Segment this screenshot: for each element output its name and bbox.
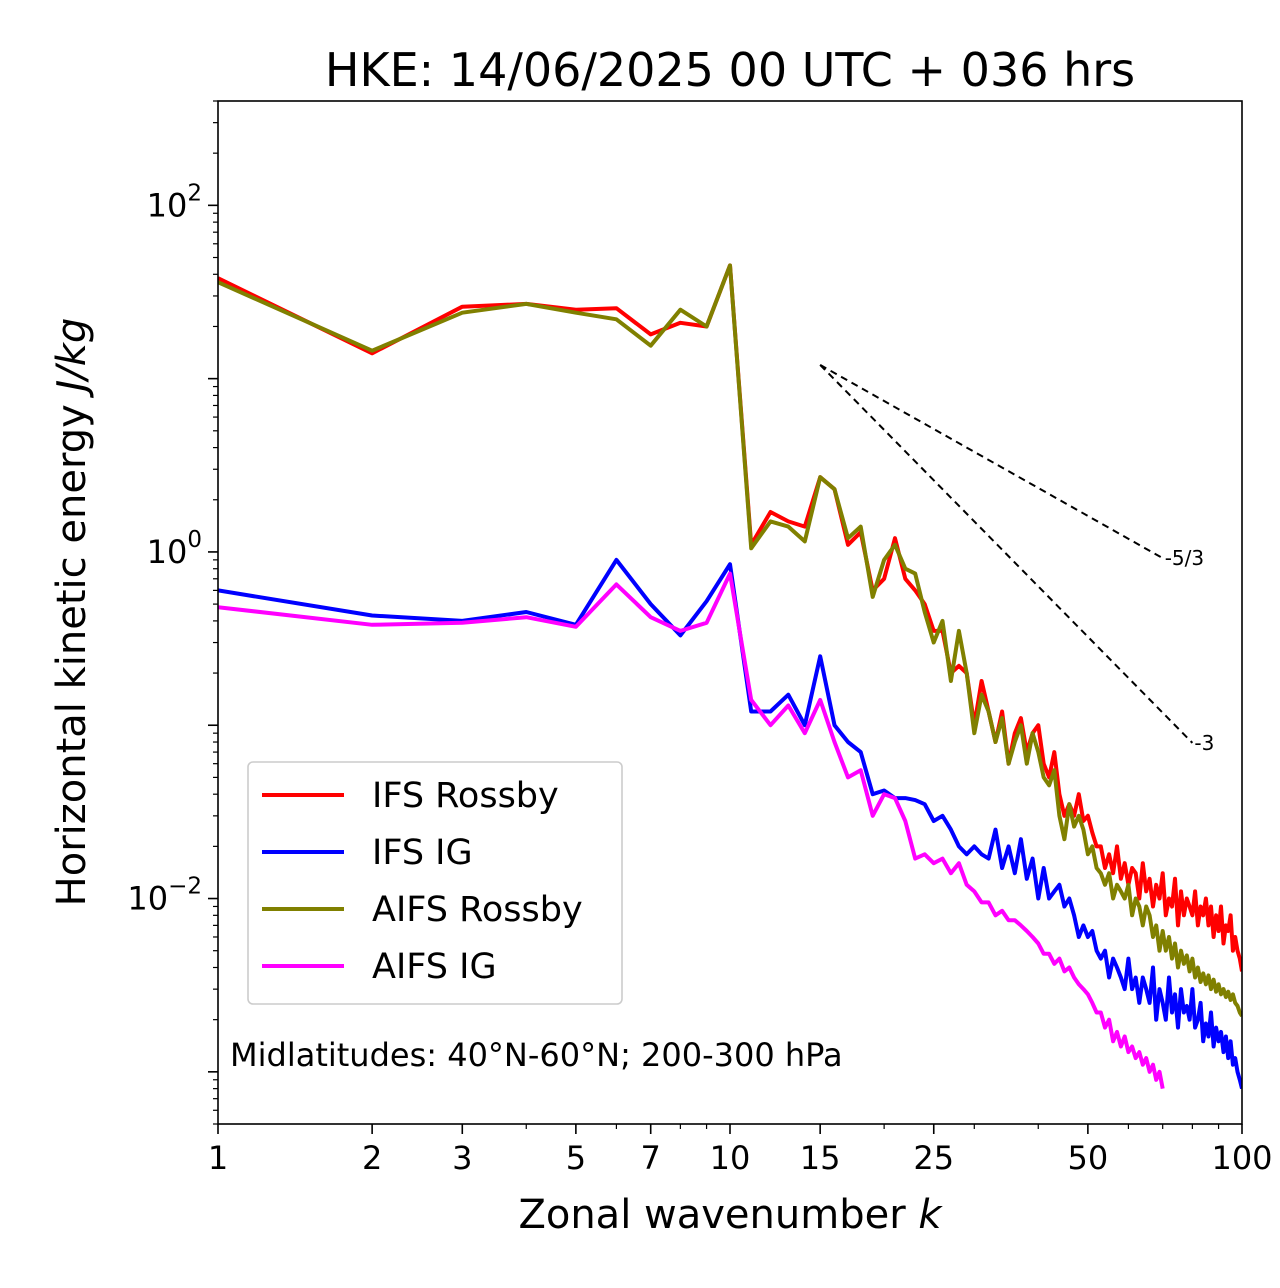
reference-slope-label: -5/3 bbox=[1165, 546, 1204, 570]
y-axis-ticks: 10−2 100 102 bbox=[127, 100, 218, 1125]
x-tick-label: 5 bbox=[566, 1139, 586, 1177]
x-axis-label: Zonal wavenumber k bbox=[518, 1192, 943, 1238]
region-annotation: Midlatitudes: 40°N-60°N; 200-300 hPa bbox=[230, 1036, 843, 1074]
x-tick-label: 1 bbox=[208, 1139, 228, 1177]
y-axis-label-unit: J/kg bbox=[49, 318, 95, 399]
legend-label: AIFS IG bbox=[372, 947, 497, 987]
legend-box bbox=[247, 761, 623, 1005]
series-line-aifs-rossby bbox=[218, 263, 1242, 1018]
x-axis-ticks: 1 2 3 5 7 10 15 25 50 100 bbox=[208, 1124, 1273, 1177]
x-tick-label: 2 bbox=[362, 1139, 382, 1177]
series-line-ifs-rossby bbox=[218, 263, 1242, 972]
legend-label: IFS IG bbox=[372, 833, 473, 873]
x-tick-label: 3 bbox=[452, 1139, 472, 1177]
x-tick-label: 10 bbox=[710, 1139, 751, 1177]
reference-slope-line bbox=[819, 364, 1194, 744]
series-layer bbox=[218, 263, 1242, 1090]
legend-label: AIFS Rossby bbox=[372, 890, 583, 930]
y-tick-label: 100 bbox=[147, 527, 202, 571]
x-axis-label-variable: k bbox=[918, 1192, 943, 1238]
legend: IFS Rossby IFS IG AIFS Rossby AIFS IG bbox=[247, 761, 623, 1005]
chart-title: HKE: 14/06/2025 00 UTC + 036 hrs bbox=[325, 43, 1135, 97]
x-tick-label: 100 bbox=[1211, 1139, 1272, 1177]
series-line-ifs-ig bbox=[218, 557, 1242, 1090]
y-tick-label: 102 bbox=[147, 180, 202, 224]
reference-slope-label: -3 bbox=[1194, 731, 1214, 755]
x-tick-label: 25 bbox=[913, 1139, 954, 1177]
x-tick-label: 7 bbox=[641, 1139, 661, 1177]
reference-slopes: -5/3 -3 bbox=[819, 364, 1214, 755]
y-tick-label: 10−2 bbox=[127, 874, 202, 918]
series-line-aifs-ig bbox=[218, 571, 1165, 1089]
x-tick-label: 50 bbox=[1068, 1139, 1109, 1177]
reference-slope-line bbox=[819, 364, 1164, 560]
y-axis-label-text: Horizontal kinetic energy bbox=[49, 392, 95, 907]
x-tick-label: 15 bbox=[800, 1139, 841, 1177]
y-axis-label: Horizontal kinetic energy J/kg bbox=[49, 318, 95, 907]
legend-label: IFS Rossby bbox=[372, 776, 559, 816]
x-axis-label-text: Zonal wavenumber bbox=[518, 1192, 918, 1238]
